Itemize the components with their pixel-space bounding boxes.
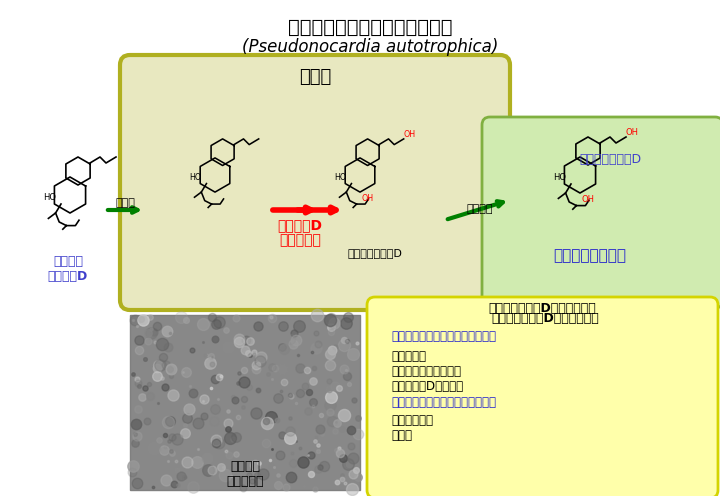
Text: ビタミンD: ビタミンD: [277, 218, 323, 232]
FancyBboxPatch shape: [367, 297, 718, 496]
Text: 取込み: 取込み: [115, 198, 135, 208]
Text: 活性型ビタミンD: 活性型ビタミンD: [579, 153, 641, 166]
Text: HO: HO: [189, 173, 202, 182]
Text: 骨形成過程のカルシウム代謝調整: 骨形成過程のカルシウム代謝調整: [391, 330, 496, 343]
Text: HO: HO: [334, 173, 346, 182]
Text: 不活性型: 不活性型: [53, 255, 83, 268]
Text: OH: OH: [404, 130, 416, 139]
Text: 細胞分化誘導作用・免疫調節作用: 細胞分化誘導作用・免疫調節作用: [391, 396, 496, 409]
Text: OH: OH: [361, 193, 374, 203]
Text: ・ビタミンD代謝異常: ・ビタミンD代謝異常: [391, 380, 463, 393]
Text: HO: HO: [43, 193, 56, 202]
Text: 水酸化ビタミンD類の薬理効果: 水酸化ビタミンD類の薬理効果: [491, 312, 599, 325]
FancyBboxPatch shape: [120, 55, 510, 310]
Text: 水酸化ビタミンD類の薬理効果: 水酸化ビタミンD類の薬理効果: [488, 302, 596, 315]
Text: 顕微鏡写真: 顕微鏡写真: [226, 475, 264, 488]
Text: ・副甲状腺機能亢進症: ・副甲状腺機能亢進症: [391, 365, 461, 378]
Text: 水酸化酵素: 水酸化酵素: [279, 233, 321, 247]
Text: ・乾癬: ・乾癬: [391, 429, 412, 442]
FancyBboxPatch shape: [482, 117, 720, 308]
Text: 精製して医薬品へ: 精製して医薬品へ: [554, 248, 626, 263]
Text: HO: HO: [553, 174, 566, 183]
Text: 放線菌の: 放線菌の: [230, 460, 260, 473]
Text: ・抗ガン作用: ・抗ガン作用: [391, 414, 433, 427]
Text: シュードノカルディア属放線菌: シュードノカルディア属放線菌: [288, 18, 452, 37]
Text: OH: OH: [582, 195, 595, 204]
Text: 菌体内: 菌体内: [299, 68, 331, 86]
Bar: [130, 315, 360, 490]
Text: (Pseudonocardia autotrophica): (Pseudonocardia autotrophica): [242, 38, 498, 56]
Text: 活性型ビタミンD: 活性型ビタミンD: [348, 248, 402, 258]
Text: ・骨粗鬆症: ・骨粗鬆症: [391, 350, 426, 363]
Text: 菌体外へ: 菌体外へ: [467, 204, 493, 214]
Text: OH: OH: [626, 128, 639, 137]
Text: ビタミンD: ビタミンD: [48, 270, 88, 283]
